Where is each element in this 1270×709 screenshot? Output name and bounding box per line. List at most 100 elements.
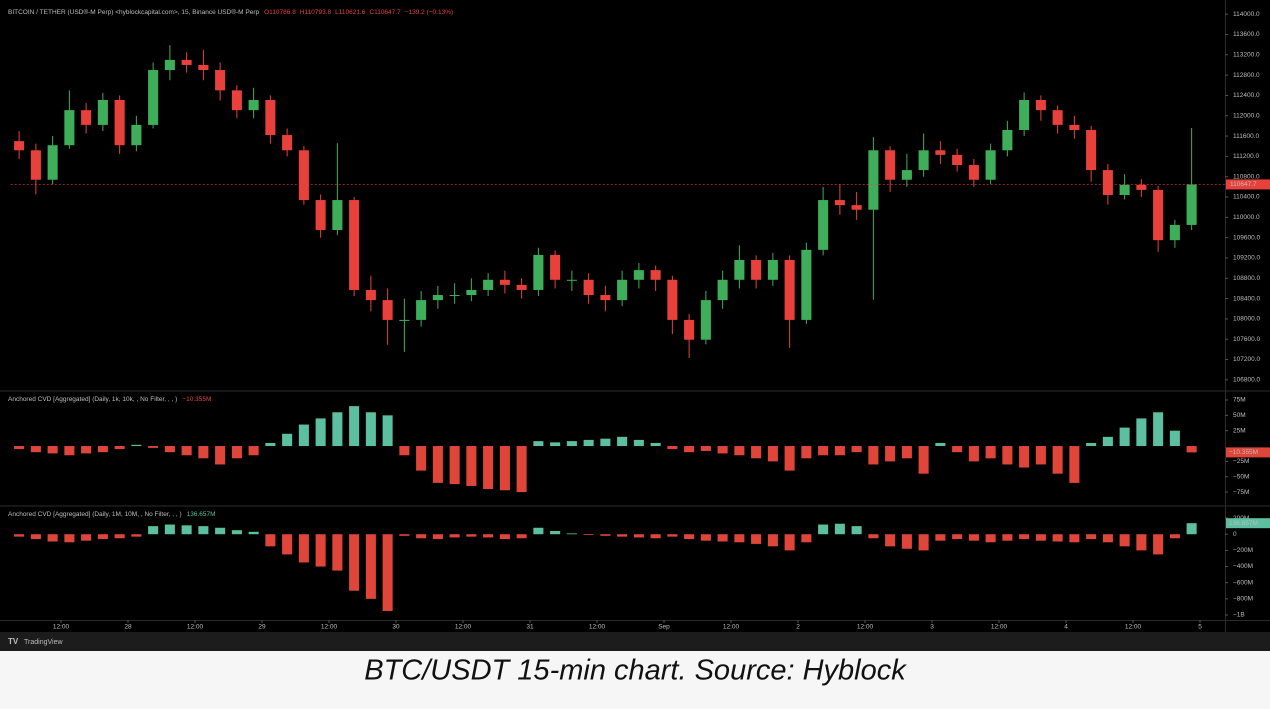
cvd-bar — [784, 534, 795, 551]
footer-bar — [0, 632, 1270, 651]
candle-body — [499, 279, 510, 285]
x-tick-label: 5 — [1198, 624, 1202, 631]
candle-body — [399, 319, 410, 321]
cvd-bar — [148, 446, 159, 448]
cvd-bar — [968, 534, 979, 541]
cvd-bar — [198, 526, 209, 535]
x-tick-label: 2 — [796, 624, 800, 631]
cvd-bar — [14, 446, 25, 450]
cvd-bar — [1035, 446, 1046, 465]
cvd-bar — [717, 534, 728, 542]
x-tick-label: 12:00 — [857, 624, 874, 631]
candle-body — [81, 110, 92, 125]
x-tick-label: 28 — [124, 624, 132, 631]
cvd-bar — [399, 534, 410, 536]
cvd-bar — [550, 530, 561, 535]
cvd-bar — [550, 442, 561, 447]
y-tick-label: 108400.0 — [1233, 295, 1260, 302]
cvd-bar — [952, 446, 963, 453]
cvd-bar — [1186, 446, 1197, 453]
x-tick-label: 3 — [930, 624, 934, 631]
y-tick-label: 109200.0 — [1233, 255, 1260, 262]
cvd-bar — [181, 446, 192, 456]
candle-body — [432, 295, 443, 301]
candle-body — [801, 249, 812, 320]
cvd-bar — [583, 439, 594, 447]
y-tick-label: −75M — [1233, 489, 1249, 496]
cvd-bar — [215, 446, 226, 465]
y-tick-label: 110000.0 — [1233, 214, 1260, 221]
ohlc-close: C110647.7 — [369, 9, 401, 16]
y-tick-label: 114000.0 — [1233, 11, 1260, 18]
cvd-bar — [801, 446, 812, 459]
cvd-bar — [918, 534, 929, 551]
candle-body — [918, 150, 929, 171]
candle-body — [566, 279, 577, 281]
candle-body — [231, 90, 242, 111]
y-tick-label: 50M — [1233, 412, 1246, 419]
y-tick-label: −800M — [1233, 596, 1253, 603]
cvd-bar — [751, 446, 762, 459]
candle-body — [1069, 124, 1080, 130]
cvd-bar — [1153, 412, 1164, 447]
cvd-bar — [734, 446, 745, 456]
cvd-bar — [114, 534, 125, 539]
y-tick-label: −1B — [1233, 612, 1245, 619]
cvd-bar — [1002, 446, 1013, 465]
x-tick-label: 12:00 — [321, 624, 338, 631]
y-tick-label: 112400.0 — [1233, 92, 1260, 99]
candle-body — [181, 59, 192, 65]
cvd-bar — [1119, 427, 1130, 447]
candle-body — [868, 150, 879, 210]
cvd-bar — [516, 446, 527, 493]
y-tick-label: 111600.0 — [1233, 133, 1260, 140]
cvd-bar — [399, 446, 410, 456]
cvd-bar — [1169, 534, 1180, 539]
cvd-bar — [198, 446, 209, 459]
cvd-bar — [1069, 534, 1080, 543]
cvd-bar — [1052, 534, 1063, 542]
brand-logo: TV — [8, 637, 19, 646]
candle-body — [14, 141, 25, 151]
cvd-bar — [483, 534, 494, 538]
ohlc-open: O110786.8 — [264, 9, 296, 16]
cvd-bar — [885, 446, 896, 462]
x-tick-label: 30 — [392, 624, 400, 631]
cvd-bar — [499, 446, 510, 491]
candle-body — [550, 254, 561, 280]
candle-body — [365, 289, 376, 301]
cvd-bar — [215, 527, 226, 535]
candle-body — [818, 200, 829, 250]
cvd-value: 136.657M — [187, 511, 216, 518]
cvd-bar — [499, 534, 510, 540]
cvd-bar — [633, 534, 644, 538]
y-tick-label: 112000.0 — [1233, 112, 1260, 119]
cvd-bar — [349, 534, 360, 591]
candle-body — [767, 259, 778, 280]
cvd-bar — [315, 418, 326, 447]
cvd-bar — [1086, 442, 1097, 447]
cvd-bar — [767, 446, 778, 462]
y-tick-label: −200M — [1233, 547, 1253, 554]
candle-body — [952, 154, 963, 166]
cvd-bar — [600, 438, 611, 447]
cvd-bar — [985, 446, 996, 459]
candle-body — [1153, 189, 1164, 241]
x-tick-label: 31 — [526, 624, 534, 631]
candle-body — [382, 300, 393, 320]
candle-body — [717, 279, 728, 301]
cvd-bar — [1002, 534, 1013, 541]
cvd-bar — [885, 534, 896, 547]
cvd-bar — [952, 534, 963, 540]
cvd-bar — [1119, 534, 1130, 547]
candle-body — [885, 150, 896, 180]
candle-body — [265, 100, 276, 136]
y-tick-label: 107200.0 — [1233, 356, 1260, 363]
cvd-bar — [164, 524, 175, 535]
y-tick-label: 109600.0 — [1233, 234, 1260, 241]
value-badge — [1226, 518, 1270, 529]
cvd-bar — [935, 442, 946, 447]
y-tick-label: 113200.0 — [1233, 52, 1260, 59]
